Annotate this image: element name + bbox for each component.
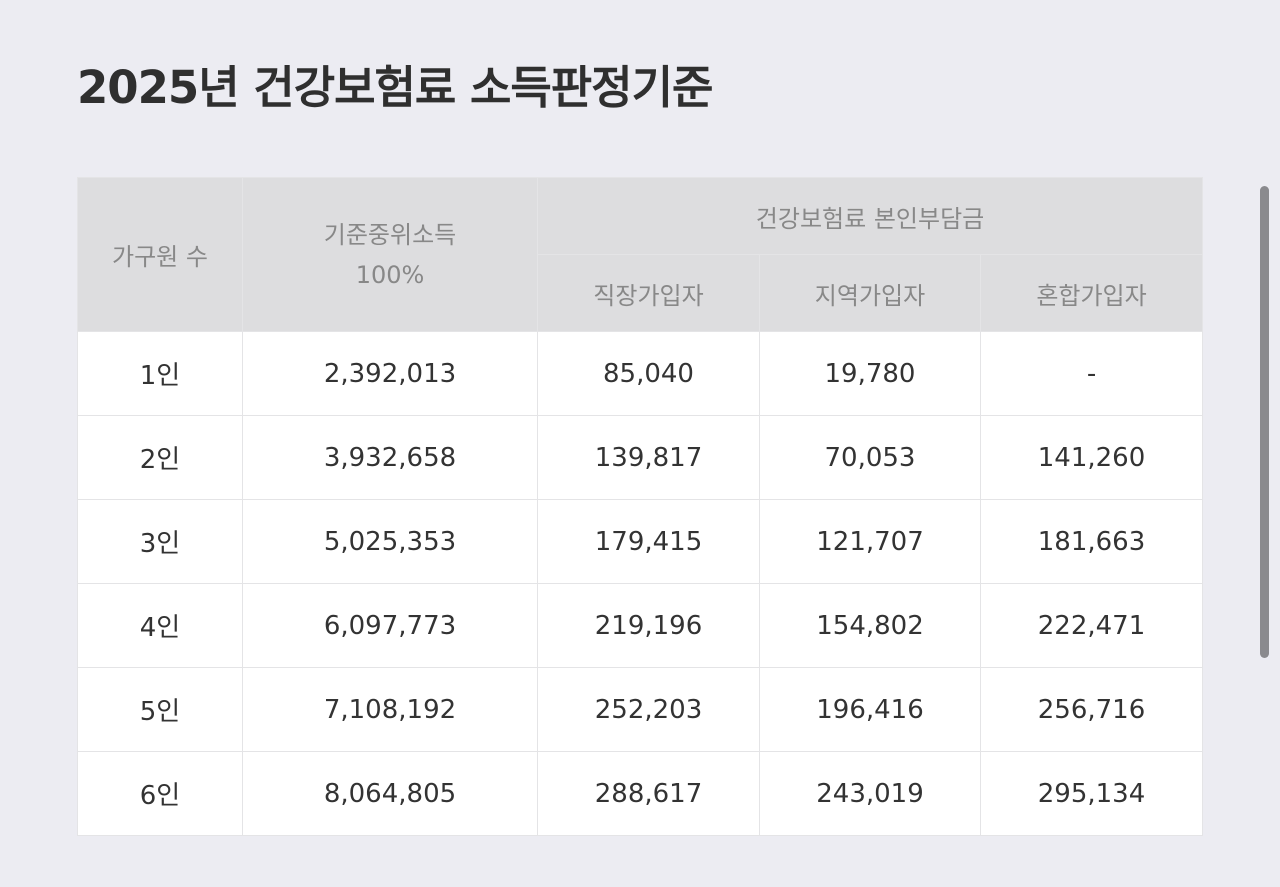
cell-median-income: 7,108,192 <box>242 667 538 752</box>
header-household-count: 가구원 수 <box>77 177 243 332</box>
header-median-income: 기준중위소득 100% <box>242 177 538 332</box>
table-body: 1인 2,392,013 85,040 19,780 - 2인 3,932,65… <box>77 331 1204 836</box>
cell-employee-premium: 85,040 <box>537 331 760 416</box>
cell-mixed-premium: 256,716 <box>979 667 1204 752</box>
cell-regional-premium: 243,019 <box>759 751 981 836</box>
header-employee-subscriber: 직장가입자 <box>537 254 760 332</box>
header-mixed-subscriber: 혼합가입자 <box>979 254 1204 332</box>
cell-household-count: 2인 <box>77 415 243 500</box>
cell-household-count: 1인 <box>77 331 243 416</box>
header-premium-group: 건강보험료 본인부담금 <box>536 177 1204 255</box>
header-median-income-percent: 100% <box>355 260 425 289</box>
cell-household-count: 5인 <box>77 667 243 752</box>
cell-mixed-premium: 181,663 <box>979 499 1204 584</box>
cell-mixed-premium: 222,471 <box>979 583 1204 668</box>
cell-regional-premium: 121,707 <box>759 499 981 584</box>
cell-regional-premium: 70,053 <box>759 415 981 500</box>
cell-regional-premium: 19,780 <box>759 331 981 416</box>
cell-mixed-premium: - <box>979 331 1204 416</box>
table-header: 가구원 수 기준중위소득 100% 건강보험료 본인부담금 직장가입자 지역가입… <box>77 177 1204 332</box>
cell-median-income: 5,025,353 <box>242 499 538 584</box>
table-row: 3인 5,025,353 179,415 121,707 181,663 <box>77 499 1204 584</box>
cell-employee-premium: 252,203 <box>537 667 760 752</box>
income-criteria-table-container: 가구원 수 기준중위소득 100% 건강보험료 본인부담금 직장가입자 지역가입… <box>77 177 1204 836</box>
cell-median-income: 2,392,013 <box>242 331 538 416</box>
table-row: 6인 8,064,805 288,617 243,019 295,134 <box>77 751 1204 836</box>
vertical-scrollbar[interactable] <box>1260 186 1269 658</box>
cell-regional-premium: 196,416 <box>759 667 981 752</box>
header-regional-subscriber: 지역가입자 <box>759 254 981 332</box>
table-row: 5인 7,108,192 252,203 196,416 256,716 <box>77 667 1204 752</box>
cell-employee-premium: 288,617 <box>537 751 760 836</box>
cell-median-income: 3,932,658 <box>242 415 538 500</box>
cell-household-count: 6인 <box>77 751 243 836</box>
table-row: 4인 6,097,773 219,196 154,802 222,471 <box>77 583 1204 668</box>
cell-regional-premium: 154,802 <box>759 583 981 668</box>
income-criteria-table: 가구원 수 기준중위소득 100% 건강보험료 본인부담금 직장가입자 지역가입… <box>77 177 1204 836</box>
cell-employee-premium: 179,415 <box>537 499 760 584</box>
table-row: 2인 3,932,658 139,817 70,053 141,260 <box>77 415 1204 500</box>
header-median-income-label: 기준중위소득 <box>323 220 457 249</box>
cell-household-count: 4인 <box>77 583 243 668</box>
cell-household-count: 3인 <box>77 499 243 584</box>
cell-employee-premium: 139,817 <box>537 415 760 500</box>
table-row: 1인 2,392,013 85,040 19,780 - <box>77 331 1204 416</box>
cell-employee-premium: 219,196 <box>537 583 760 668</box>
cell-median-income: 6,097,773 <box>242 583 538 668</box>
page-title: 2025년 건강보험료 소득판정기준 <box>77 61 713 114</box>
cell-mixed-premium: 295,134 <box>979 751 1204 836</box>
cell-mixed-premium: 141,260 <box>979 415 1204 500</box>
cell-median-income: 8,064,805 <box>242 751 538 836</box>
